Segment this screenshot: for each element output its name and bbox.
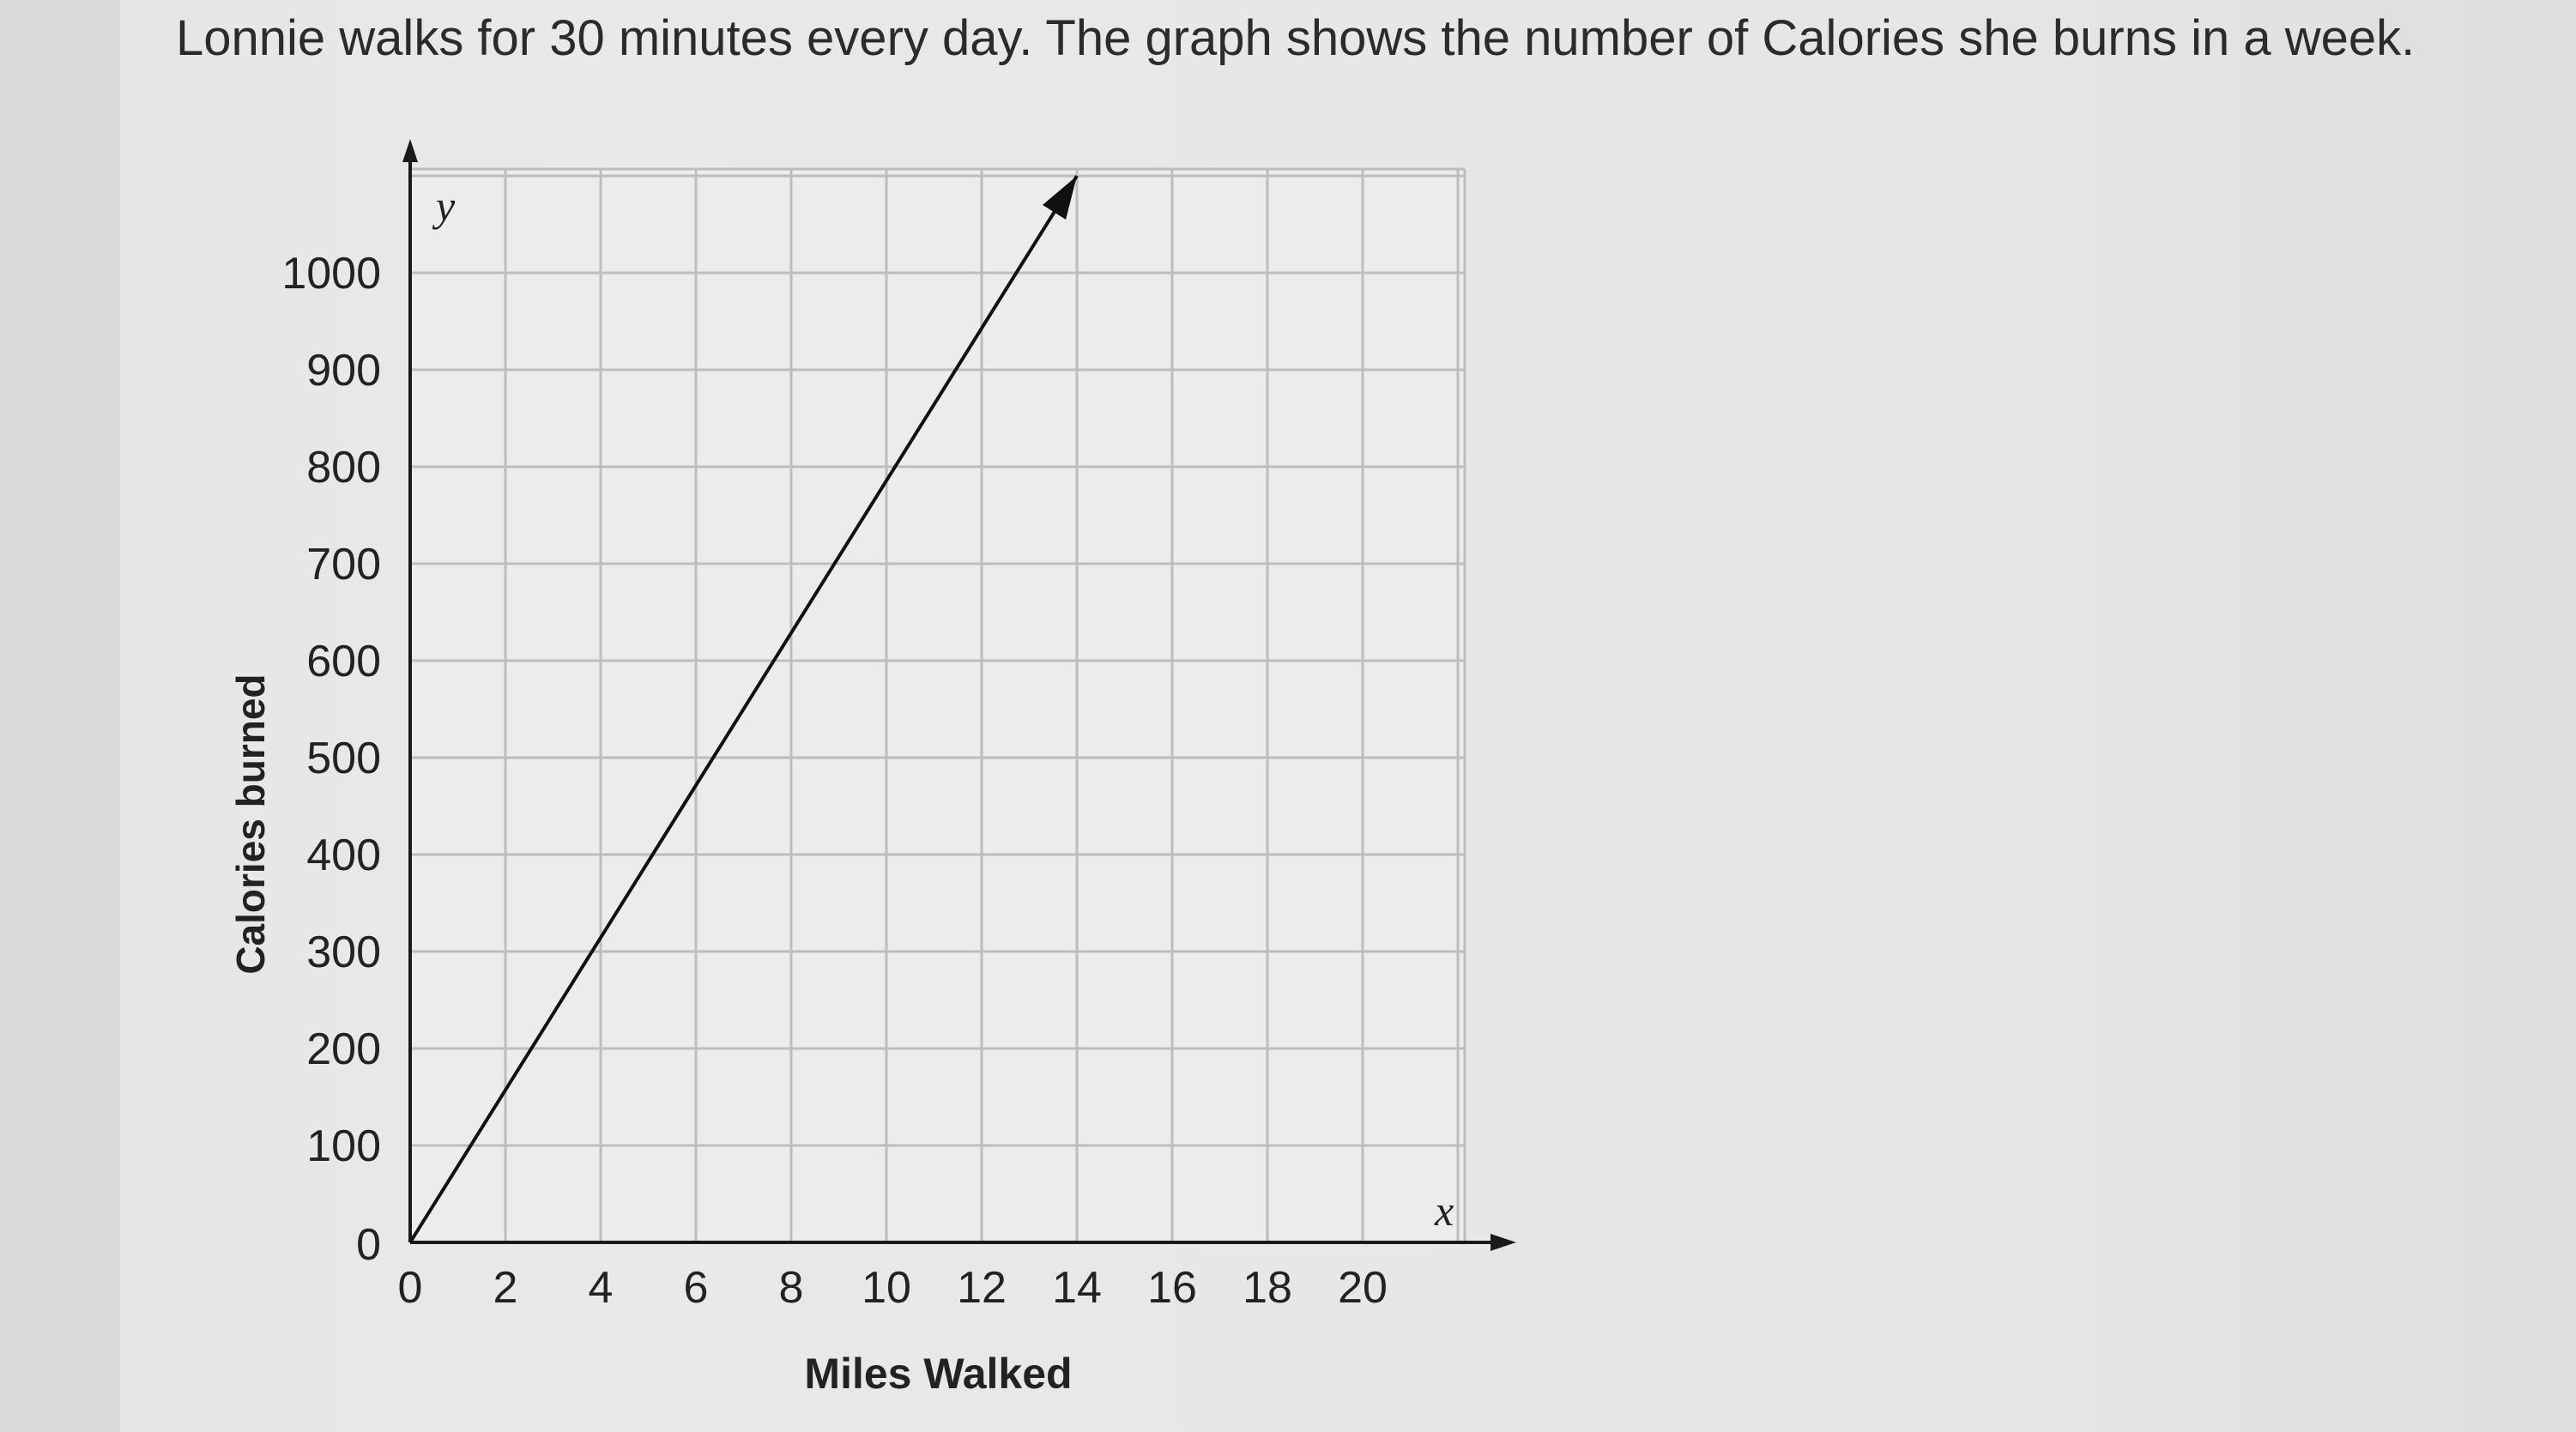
x-tick-label: 14 xyxy=(1052,1263,1102,1313)
x-tick-label: 16 xyxy=(1147,1263,1197,1313)
y-tick-label: 1000 xyxy=(281,249,381,299)
y-axis-label: Calories burned xyxy=(228,674,273,974)
y-tick-label: 400 xyxy=(306,831,381,880)
axes xyxy=(402,139,1516,1251)
x-tick-label: 18 xyxy=(1243,1263,1292,1313)
y-tick-label: 800 xyxy=(306,443,381,492)
tick-labels: 0 2 4 6 8 10 12 14 16 18 2001002003004005006007008… xyxy=(281,249,1388,1313)
series-arrowhead xyxy=(1042,176,1077,220)
page-margin xyxy=(0,0,120,1432)
plot-area xyxy=(410,169,1465,1242)
x-tick-label: 2 xyxy=(493,1263,518,1313)
y-tick-label: 700 xyxy=(306,540,381,589)
y-tick-label: 100 xyxy=(306,1121,381,1171)
x-tick-label: 10 xyxy=(862,1263,911,1313)
series-line xyxy=(408,174,1079,1244)
x-tick-label: 20 xyxy=(1338,1263,1388,1313)
x-tick-label: 12 xyxy=(957,1263,1007,1313)
x-axis-symbol: x xyxy=(1434,1187,1454,1235)
y-tick-label: 300 xyxy=(306,927,381,977)
y-tick-label: 200 xyxy=(306,1024,381,1074)
question-text: Lonnie walks for 30 minutes every day. T… xyxy=(176,10,2416,66)
y-axis-symbol: y xyxy=(432,182,456,230)
x-tick-label: 6 xyxy=(684,1263,709,1313)
y-axis-arrowhead xyxy=(402,139,418,162)
grid xyxy=(410,167,1466,1242)
data-series xyxy=(408,174,1079,1244)
y-tick-label: 600 xyxy=(306,637,381,686)
x-axis-arrowhead xyxy=(1491,1234,1516,1251)
x-axis-label: Miles Walked xyxy=(804,1350,1072,1398)
x-tick-label: 0 xyxy=(398,1263,423,1313)
y-tick-label: 0 xyxy=(356,1220,381,1270)
x-tick-label: 8 xyxy=(779,1263,804,1313)
y-tick-label: 900 xyxy=(306,346,381,396)
y-tick-label: 500 xyxy=(306,734,381,783)
x-tick-label: 4 xyxy=(589,1263,614,1313)
